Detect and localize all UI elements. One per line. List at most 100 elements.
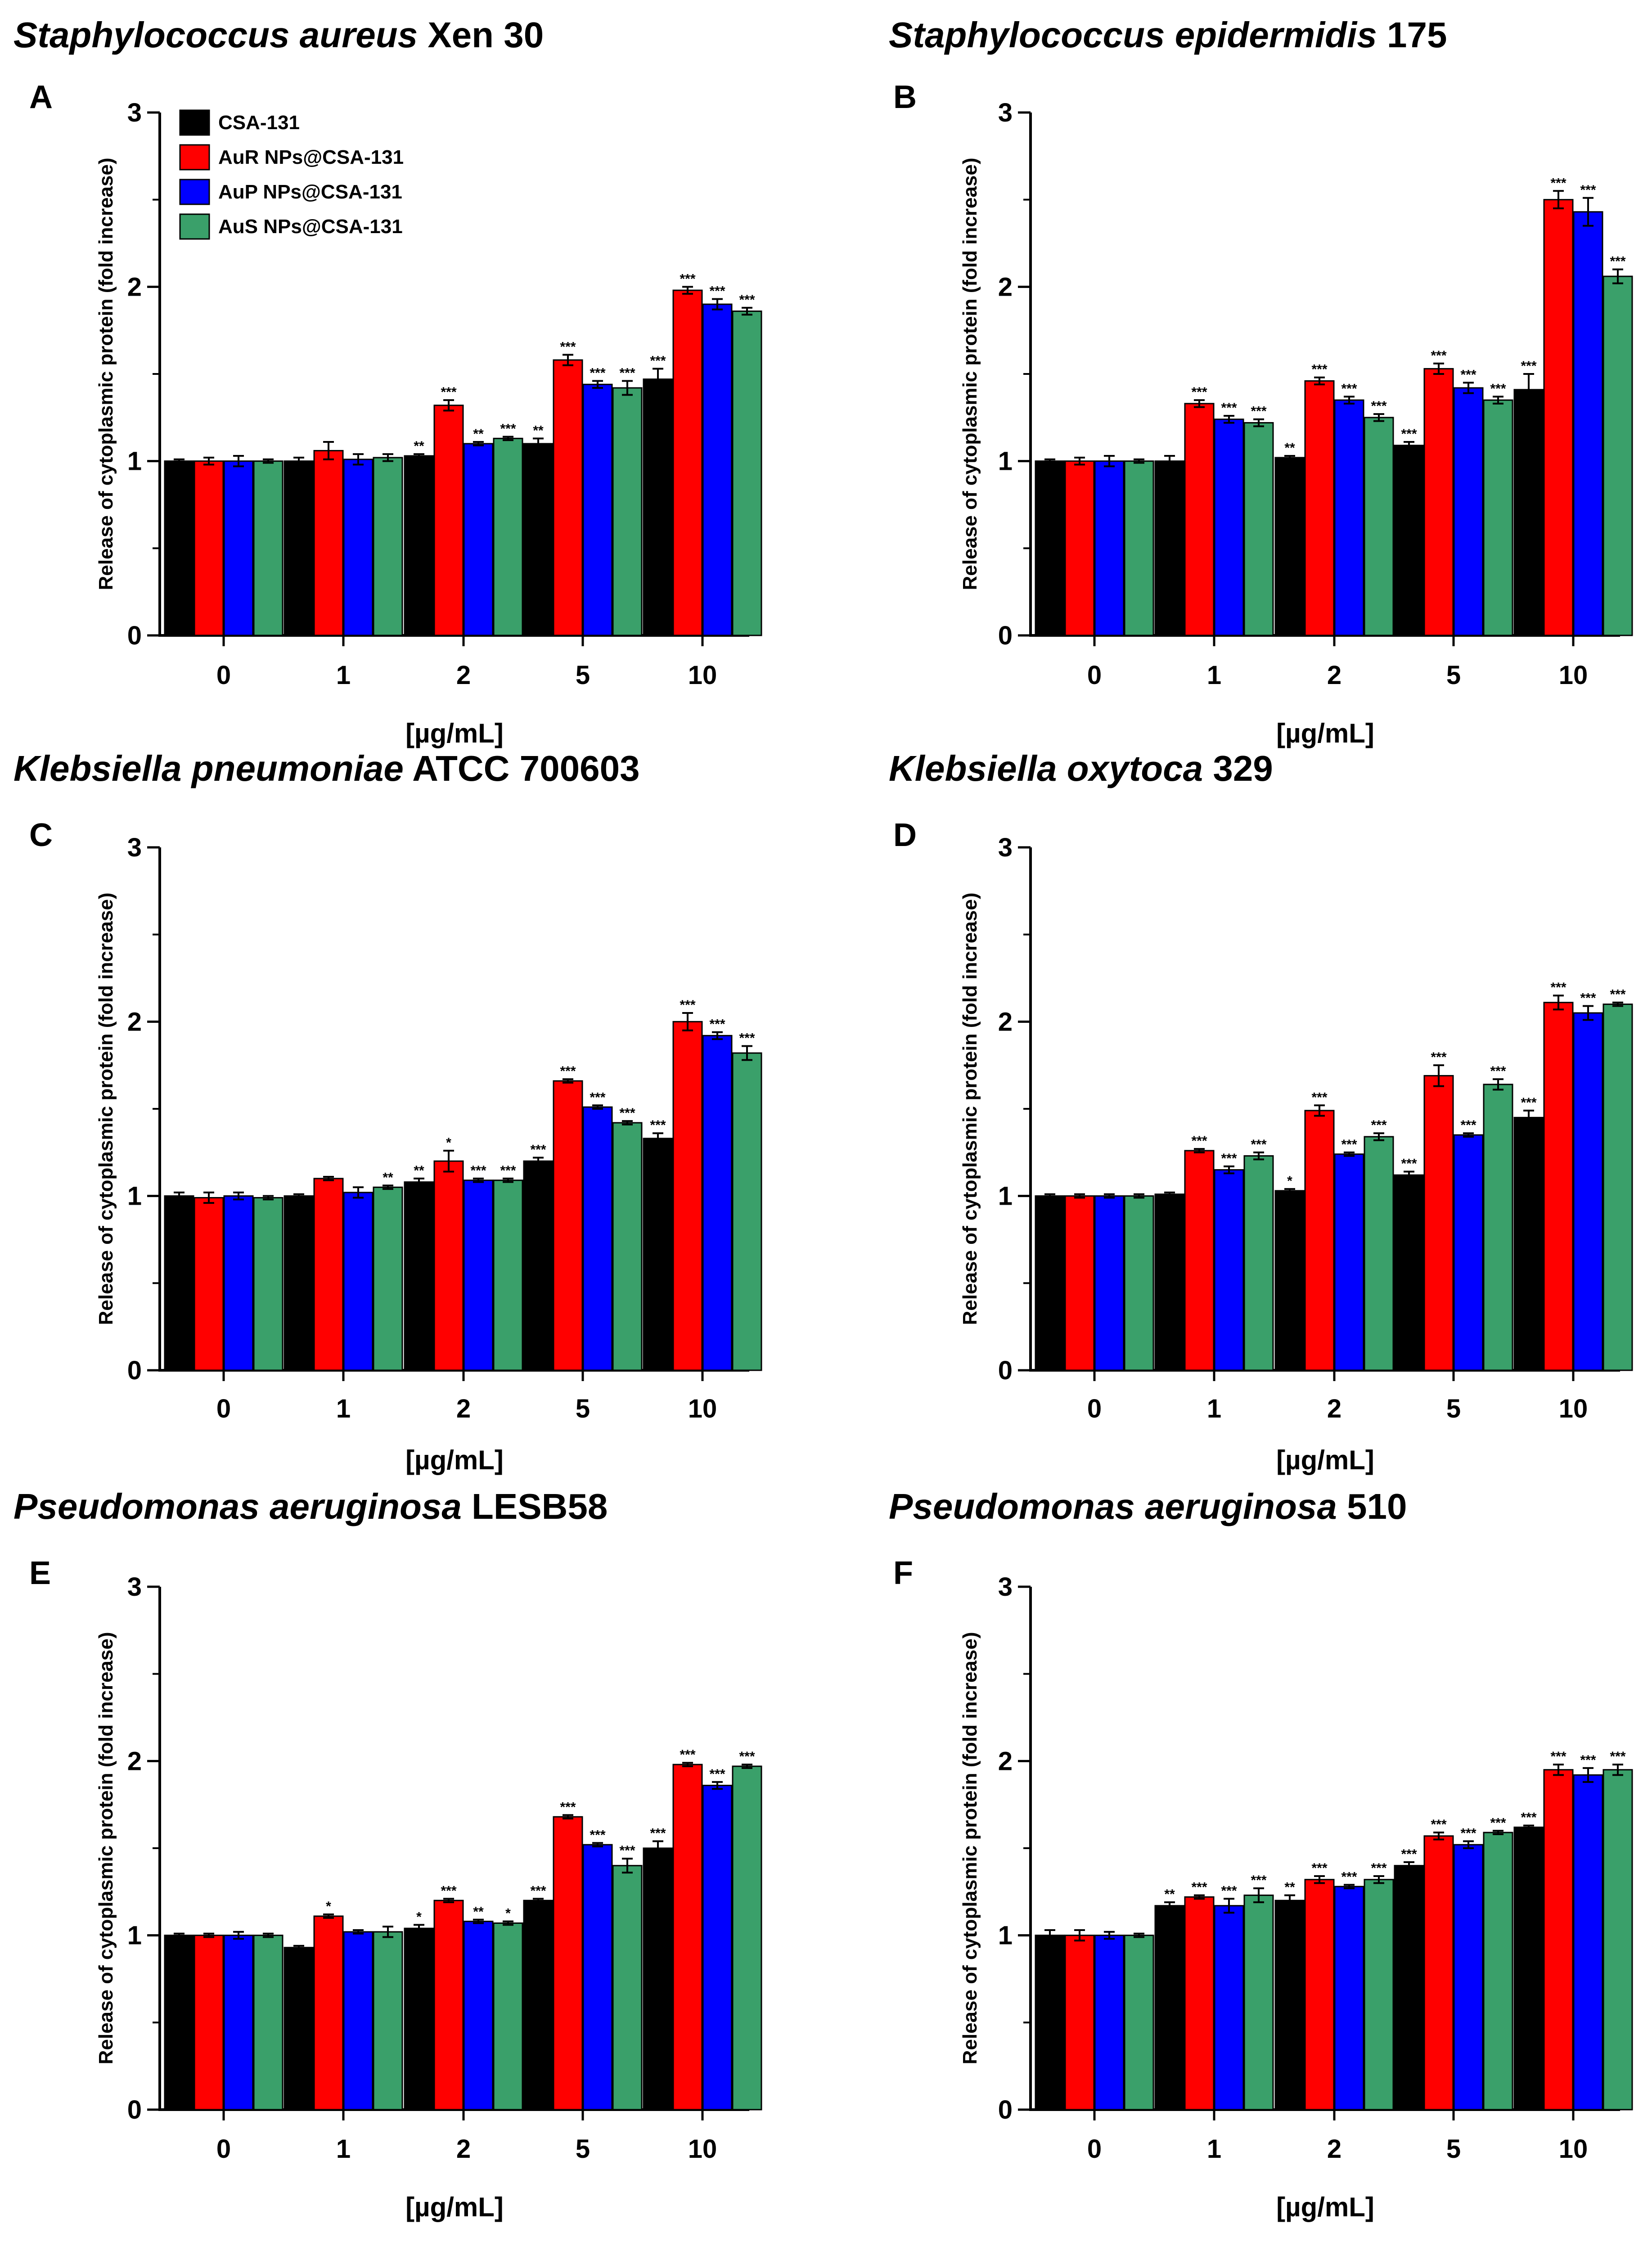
bar — [223, 460, 254, 636]
x-tick-label: 5 — [1446, 661, 1461, 690]
y-tick-label: 0 — [127, 2095, 142, 2124]
bar — [553, 359, 583, 636]
significance-label: *** — [1251, 404, 1266, 419]
bar — [493, 437, 523, 636]
significance-label: *** — [619, 365, 635, 380]
bar — [1453, 387, 1484, 636]
bar — [1453, 1134, 1484, 1371]
panel-c: Klebsiella pneumoniae ATCC 700603 C 0 1 2 3 Re… — [14, 748, 762, 1475]
panel-title-species: Pseudomonas aeruginosa — [14, 1486, 462, 1526]
bar — [1543, 1769, 1574, 2111]
x-tick-label: 1 — [1207, 1394, 1221, 1423]
significance-label: *** — [619, 1106, 635, 1121]
significance-label: ** — [414, 439, 424, 454]
significance-label: *** — [1460, 367, 1476, 382]
panel-letter: D — [893, 817, 917, 853]
significance-label: *** — [650, 353, 666, 368]
bar — [1154, 1193, 1185, 1371]
bar — [1124, 460, 1154, 636]
bar — [1124, 1935, 1154, 2111]
bar — [253, 1197, 284, 1371]
significance-label: *** — [1311, 1861, 1327, 1876]
y-tick-label: 1 — [998, 1182, 1013, 1211]
bar — [1094, 460, 1125, 636]
significance-label: *** — [1221, 401, 1237, 415]
y-tick-label: 2 — [127, 1007, 142, 1036]
significance-label: *** — [1341, 1137, 1357, 1152]
bar — [1035, 1195, 1065, 1371]
bar — [1423, 1835, 1454, 2111]
panel-letter: E — [29, 1555, 51, 1591]
x-axis-label: [µg/mL] — [405, 1445, 504, 1475]
y-tick-label: 3 — [127, 833, 142, 862]
bar — [433, 1160, 464, 1371]
significance-label: *** — [1460, 1118, 1476, 1133]
bar — [1364, 417, 1394, 636]
y-tick-label: 3 — [998, 833, 1013, 862]
bar — [1334, 1886, 1364, 2111]
panel-letter: B — [893, 79, 917, 115]
bar — [702, 1035, 733, 1371]
bar — [1602, 1004, 1633, 1371]
bar — [523, 1899, 554, 2111]
x-tick-label: 5 — [576, 661, 590, 690]
significance-label: * — [446, 1135, 451, 1150]
significance-label: *** — [1580, 183, 1596, 198]
bar — [1394, 445, 1424, 636]
significance-label: *** — [1610, 254, 1625, 269]
bar — [1214, 1905, 1244, 2111]
significance-label: *** — [1311, 1090, 1327, 1105]
bar — [164, 460, 194, 636]
bar — [1423, 368, 1454, 636]
panel-title: Staphylococcus epidermidis 175 — [889, 15, 1447, 55]
bar — [1573, 211, 1603, 636]
bar — [1184, 1896, 1215, 2111]
x-tick-label: 0 — [1087, 1394, 1102, 1423]
panel-title: Pseudomonas aeruginosa LESB58 — [14, 1486, 608, 1526]
y-tick-label: 1 — [998, 1921, 1013, 1950]
legend-label: AuS NPs@CSA-131 — [218, 216, 403, 238]
x-axis-label: [µg/mL] — [1276, 1445, 1374, 1475]
significance-label: *** — [1550, 980, 1566, 995]
panel-title-strain: ATCC 700603 — [404, 748, 640, 788]
significance-label: *** — [590, 1827, 605, 1842]
bar — [194, 1197, 224, 1371]
significance-label: *** — [1521, 1810, 1536, 1825]
bar — [1513, 389, 1544, 636]
bar — [1274, 1190, 1305, 1371]
bar — [672, 1021, 703, 1371]
significance-label: ** — [1284, 441, 1295, 455]
significance-label: *** — [1221, 1151, 1237, 1166]
x-tick-label: 1 — [336, 1394, 351, 1423]
legend-label: AuR NPs@CSA-131 — [218, 146, 404, 168]
x-axis-label: [µg/mL] — [405, 718, 504, 748]
bar — [553, 1080, 583, 1371]
significance-label: *** — [680, 1747, 695, 1762]
significance-label: *** — [590, 1090, 605, 1105]
x-tick-label: 10 — [688, 661, 717, 690]
y-tick-label: 1 — [127, 1921, 142, 1950]
bar — [1602, 1769, 1633, 2111]
bar — [702, 1785, 733, 2111]
bar — [1483, 399, 1513, 636]
significance-label: *** — [1431, 1050, 1446, 1065]
y-axis-label: Release of cytoplasmic protein (fold inc… — [959, 893, 981, 1325]
significance-label: *** — [709, 284, 725, 298]
bar — [343, 1931, 374, 2111]
bar — [1304, 380, 1335, 636]
x-tick-label: 5 — [576, 1394, 590, 1423]
x-tick-label: 0 — [216, 1394, 231, 1423]
bar — [1274, 457, 1305, 636]
panel-letter: C — [29, 817, 53, 853]
significance-label: *** — [500, 1163, 516, 1178]
significance-label: *** — [1191, 385, 1207, 400]
x-tick-label: 1 — [1207, 661, 1221, 690]
bar — [612, 1122, 643, 1371]
panel-title-strain: 510 — [1337, 1486, 1407, 1526]
bar — [612, 1865, 643, 2111]
significance-label: *** — [739, 293, 755, 307]
bar — [493, 1179, 523, 1371]
bar — [463, 1921, 494, 2111]
significance-label: ** — [383, 1170, 393, 1185]
